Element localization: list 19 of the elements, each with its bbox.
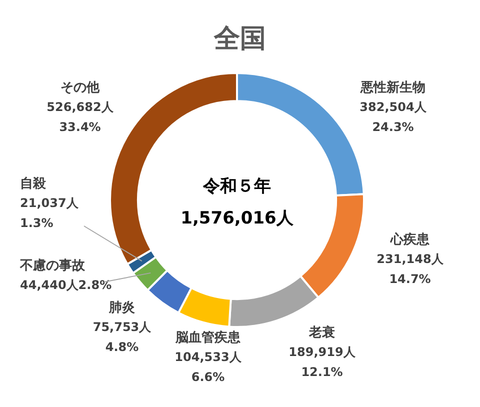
slice-label: 老衰 <box>308 324 335 340</box>
slice-label: 肺炎 <box>108 300 135 316</box>
slice-label: その他 <box>60 80 100 96</box>
data-label: 189,919人 12.1% <box>288 345 356 380</box>
slice-label: 心疾患 <box>390 231 430 248</box>
data-label: 44,440人2.8% <box>20 278 112 292</box>
data-label: 104,533人 6.6% <box>174 350 242 384</box>
data-label: 75,753人 4.8% <box>92 320 152 354</box>
chart-title: 全国 <box>213 24 266 54</box>
text: 1,576,016人 <box>180 208 294 228</box>
data-label: 21,037人 1.3% <box>20 196 80 230</box>
data-label: 231,148人 14.7% <box>376 252 444 286</box>
slice-label: 不慮の事故 <box>19 258 86 274</box>
slice-label: 脳血管疾患 <box>174 329 242 346</box>
slice-label: 悪性新生物 <box>360 79 426 96</box>
data-label: 382,504人 24.3% <box>360 100 428 134</box>
text: 令和５年 <box>202 176 271 196</box>
slice-label: 自殺 <box>20 176 47 192</box>
data-label: 526,682人 33.4% <box>46 100 114 134</box>
